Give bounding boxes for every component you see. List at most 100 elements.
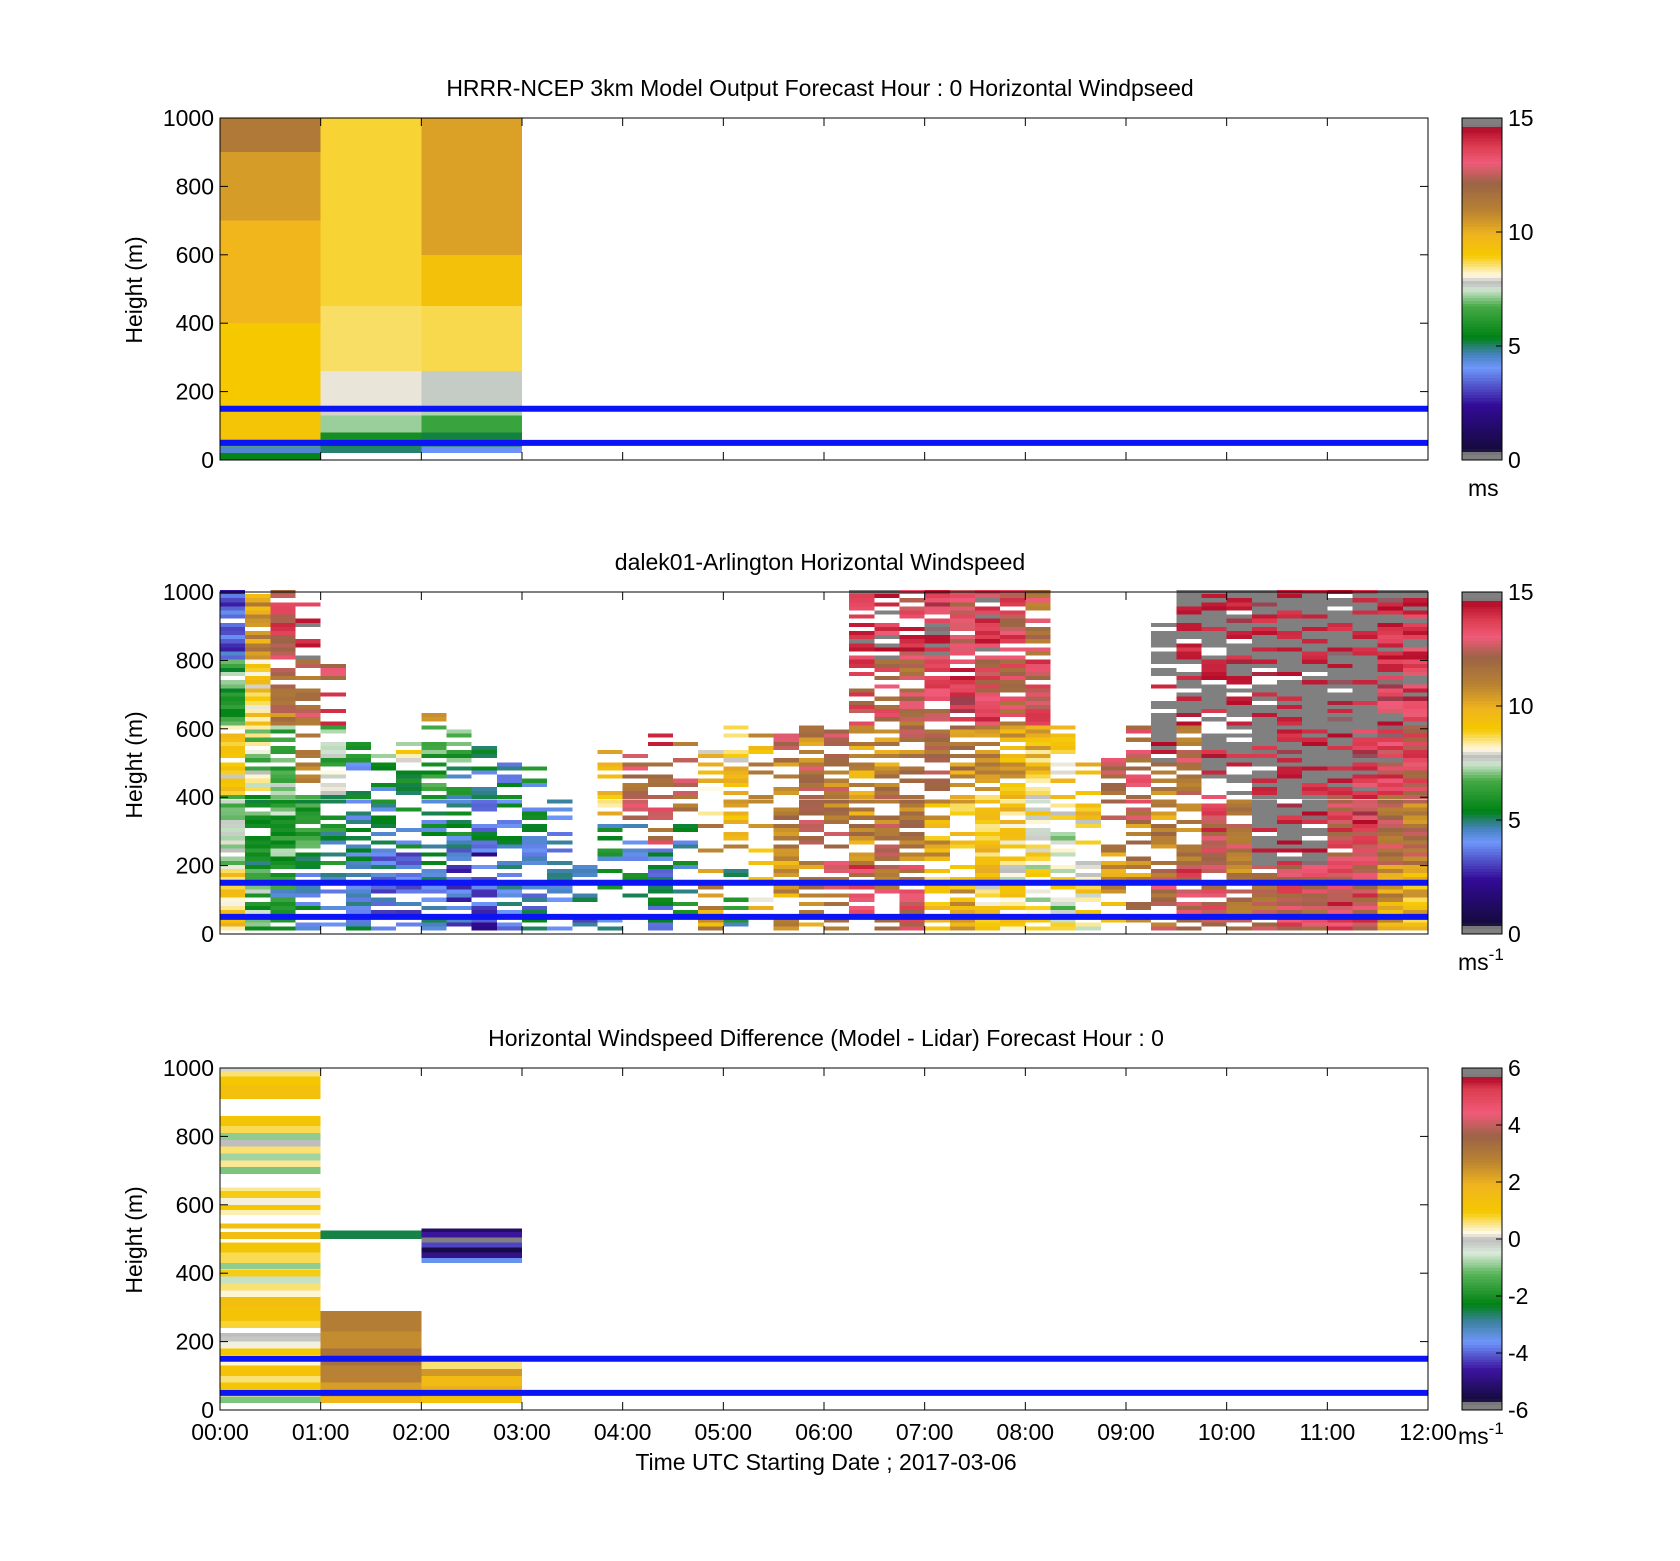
heatmap-cell [673, 828, 699, 833]
heatmap-cell [572, 873, 598, 878]
heatmap-cell [1302, 840, 1328, 845]
heatmap-cell [320, 762, 346, 767]
heatmap-cell [673, 823, 699, 828]
heatmap-cell [975, 606, 1001, 611]
heatmap-cell [396, 922, 422, 927]
heatmap-cell [1176, 729, 1202, 734]
heatmap-cell [1025, 918, 1051, 923]
heatmap-cell [874, 626, 900, 631]
heatmap-cell [1352, 647, 1378, 652]
heatmap-cell [270, 618, 296, 623]
heatmap-cell [1402, 663, 1428, 668]
reference-lines [220, 879, 1428, 920]
heatmap-cell [245, 918, 271, 923]
heatmap-cell [1100, 885, 1126, 890]
colorbar-segment [1462, 1221, 1502, 1226]
heatmap-cell [1277, 696, 1303, 701]
heatmap-cell [1402, 758, 1428, 763]
x-ticks: 00:00 01:00 02:00 03:00 04:00 05:00 06:00 07:00… [191, 1068, 1457, 1445]
heatmap-cell [471, 766, 497, 771]
heatmap-cell [1201, 885, 1227, 890]
heatmap-cell [270, 848, 296, 853]
heatmap-cell [1277, 622, 1303, 627]
heatmap-cell [220, 721, 246, 726]
heatmap-cell [220, 811, 246, 816]
heatmap-cell [547, 807, 573, 812]
colorbar-segment [1462, 232, 1502, 236]
heatmap-cell [1402, 885, 1428, 890]
heatmap-cell [220, 1348, 321, 1356]
colorbar-segment [1462, 896, 1502, 901]
heatmap-cell [270, 906, 296, 911]
heatmap-cell [1226, 799, 1252, 804]
heatmap-cell [1377, 860, 1403, 865]
heatmap-cell [522, 860, 548, 865]
heatmap-cell [1025, 860, 1051, 865]
heatmap-cell [1302, 819, 1328, 824]
colorbar-segment [1462, 1159, 1502, 1163]
colorbar-segment [1462, 132, 1502, 136]
heatmap-cell [748, 906, 774, 911]
heatmap-cell [748, 795, 774, 800]
heatmap-cell [622, 823, 648, 828]
heatmap-cell [899, 721, 925, 726]
heatmap-cell [1277, 655, 1303, 660]
heatmap-cell [874, 667, 900, 672]
colorbar-segment [1462, 1304, 1502, 1308]
colorbar-segment [1462, 306, 1502, 310]
heatmap-cell [1377, 799, 1403, 804]
heatmap-cell [421, 717, 447, 722]
colorbar-segment [1462, 877, 1502, 881]
heatmap-cell [220, 1115, 321, 1127]
heatmap-cell [1000, 663, 1026, 668]
heatmap-cell [245, 869, 271, 874]
heatmap-cell [496, 893, 522, 898]
heatmap-cell [1277, 791, 1303, 796]
heatmap-cell [924, 918, 950, 923]
heatmap-cell [597, 774, 623, 779]
colorbar-segment [1462, 257, 1502, 262]
heatmap-cell [1302, 844, 1328, 849]
heatmap-cell [1176, 618, 1202, 623]
heatmap-cell [270, 626, 296, 631]
heatmap-cell [1277, 672, 1303, 677]
heatmap-cell [975, 626, 1001, 631]
heatmap-cell [270, 766, 296, 771]
heatmap-cell [1000, 877, 1026, 882]
heatmap-cell [899, 672, 925, 677]
heatmap-cell [220, 152, 321, 221]
heatmap-cell [1000, 893, 1026, 898]
heatmap-cell [673, 860, 699, 865]
heatmap-cell [1025, 745, 1051, 750]
heatmap-cell [1377, 635, 1403, 640]
heatmap-cell [421, 828, 447, 833]
heatmap-cell [1377, 631, 1403, 636]
heatmap-cell [1251, 897, 1277, 902]
heatmap-cell [1277, 828, 1303, 833]
heatmap-cell [1302, 877, 1328, 882]
heatmap-cell [1302, 680, 1328, 685]
heatmap-cell [320, 415, 422, 433]
colorbar-segment [1462, 348, 1502, 353]
heatmap-cell [949, 659, 975, 664]
colorbar-segment [1462, 751, 1502, 756]
colorbar-segment [1462, 857, 1502, 861]
heatmap-cell [824, 762, 850, 767]
colorbar-segment [1462, 660, 1502, 664]
heatmap-cell [975, 832, 1001, 837]
heatmap-cell [899, 910, 925, 915]
colorbar-segment [1462, 308, 1502, 313]
heatmap-cell [1352, 807, 1378, 812]
heatmap-cell [622, 807, 648, 812]
heatmap-cell [421, 254, 522, 307]
heatmap-cell [1402, 750, 1428, 755]
colorbar-segment [1462, 931, 1502, 935]
colorbar-segment [1462, 249, 1502, 253]
colorbar-segment [1462, 1335, 1502, 1340]
heatmap-cell [622, 786, 648, 791]
heatmap-cell [798, 901, 824, 906]
heatmap-cell [1100, 762, 1126, 767]
heatmap-cell [949, 602, 975, 607]
heatmap-cell [874, 799, 900, 804]
heatmap-cell [1226, 643, 1252, 648]
